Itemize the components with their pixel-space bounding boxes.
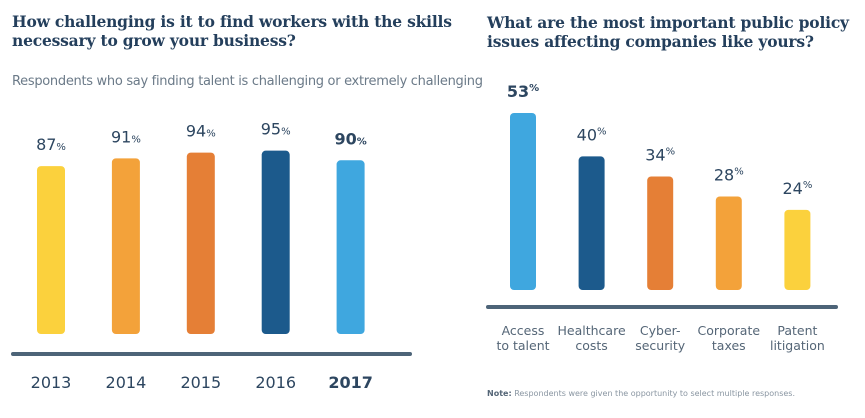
value-number: 94 <box>186 122 206 141</box>
right-chart-policy-issues: 53%40%34%28%24%Access to talentHealthcare… <box>486 82 838 353</box>
value-number: 28 <box>714 165 734 184</box>
bar-1 <box>578 156 605 290</box>
value-label-0: 87% <box>36 135 66 154</box>
bar-4 <box>784 209 811 290</box>
category-label-line: litigation <box>770 338 825 353</box>
value-label-1: 40% <box>577 125 607 144</box>
category-label-line: Access <box>502 323 545 338</box>
category-label-line: Corporate <box>698 323 761 338</box>
category-label-line: costs <box>575 338 607 353</box>
category-label-1: 2014 <box>106 373 147 392</box>
value-label-0: 53% <box>507 82 539 101</box>
right-chart-note: Note: Respondents were given the opportu… <box>487 389 795 398</box>
category-label-4: 2017 <box>328 373 373 392</box>
bar-3 <box>715 196 742 290</box>
bar-1 <box>111 158 140 334</box>
value-suffix: % <box>56 142 66 153</box>
category-label-line: Patent <box>777 323 817 338</box>
value-suffix: % <box>734 166 744 177</box>
value-number: 90 <box>334 129 356 148</box>
value-suffix: % <box>666 146 676 157</box>
value-label-3: 95% <box>261 120 291 139</box>
bar-3 <box>261 150 290 334</box>
value-label-3: 28% <box>714 165 744 184</box>
value-suffix: % <box>597 126 607 137</box>
category-label-line: taxes <box>712 338 746 353</box>
right-chart-title: What are the most important public polic… <box>487 13 849 51</box>
bar-0 <box>510 112 536 290</box>
value-label-1: 91% <box>111 127 141 146</box>
left-chart-subtitle: Respondents who say finding talent is ch… <box>12 74 483 89</box>
value-number: 34 <box>645 145 665 164</box>
category-label-line: Cyber- <box>640 323 681 338</box>
value-number: 91 <box>111 127 131 146</box>
value-number: 24 <box>782 179 802 198</box>
category-label-0: Access to talent <box>496 323 549 353</box>
category-label-1: Healthcare costs <box>558 323 626 353</box>
bar-0 <box>37 166 65 334</box>
category-label-2: Cyber-security <box>635 323 686 353</box>
left-chart-title: How challenging is it to find workers wi… <box>12 12 452 50</box>
category-label-2: 2015 <box>180 373 221 392</box>
value-label-4: 24% <box>782 179 812 198</box>
value-number: 53 <box>507 82 529 101</box>
category-label-line: to talent <box>496 338 549 353</box>
category-label-line: Healthcare <box>558 323 626 338</box>
value-label-2: 34% <box>645 145 675 164</box>
value-suffix: % <box>281 127 291 138</box>
category-label-4: Patent litigation <box>770 323 825 353</box>
value-label-4: 90% <box>334 129 366 148</box>
value-number: 95 <box>261 120 281 139</box>
bar-2 <box>186 152 215 334</box>
bar-2 <box>647 176 674 290</box>
note-text: Respondents were given the opportunity t… <box>514 389 796 398</box>
value-suffix: % <box>803 180 813 191</box>
category-label-3: Corporate taxes <box>698 323 761 353</box>
value-label-2: 94% <box>186 122 216 141</box>
note-label: Note: <box>487 389 512 398</box>
value-suffix: % <box>529 83 539 94</box>
value-suffix: % <box>131 134 141 145</box>
category-label-0: 2013 <box>31 373 72 392</box>
value-suffix: % <box>357 136 367 147</box>
value-suffix: % <box>206 129 216 140</box>
value-number: 87 <box>36 135 56 154</box>
value-number: 40 <box>577 125 597 144</box>
left-chart-skills-challenge: 87%91% 94% 95% 90%2013 2014 2015 2016 2017 <box>11 120 412 392</box>
category-label-3: 2016 <box>255 373 296 392</box>
bar-4 <box>336 160 365 334</box>
category-label-line: security <box>635 338 686 353</box>
